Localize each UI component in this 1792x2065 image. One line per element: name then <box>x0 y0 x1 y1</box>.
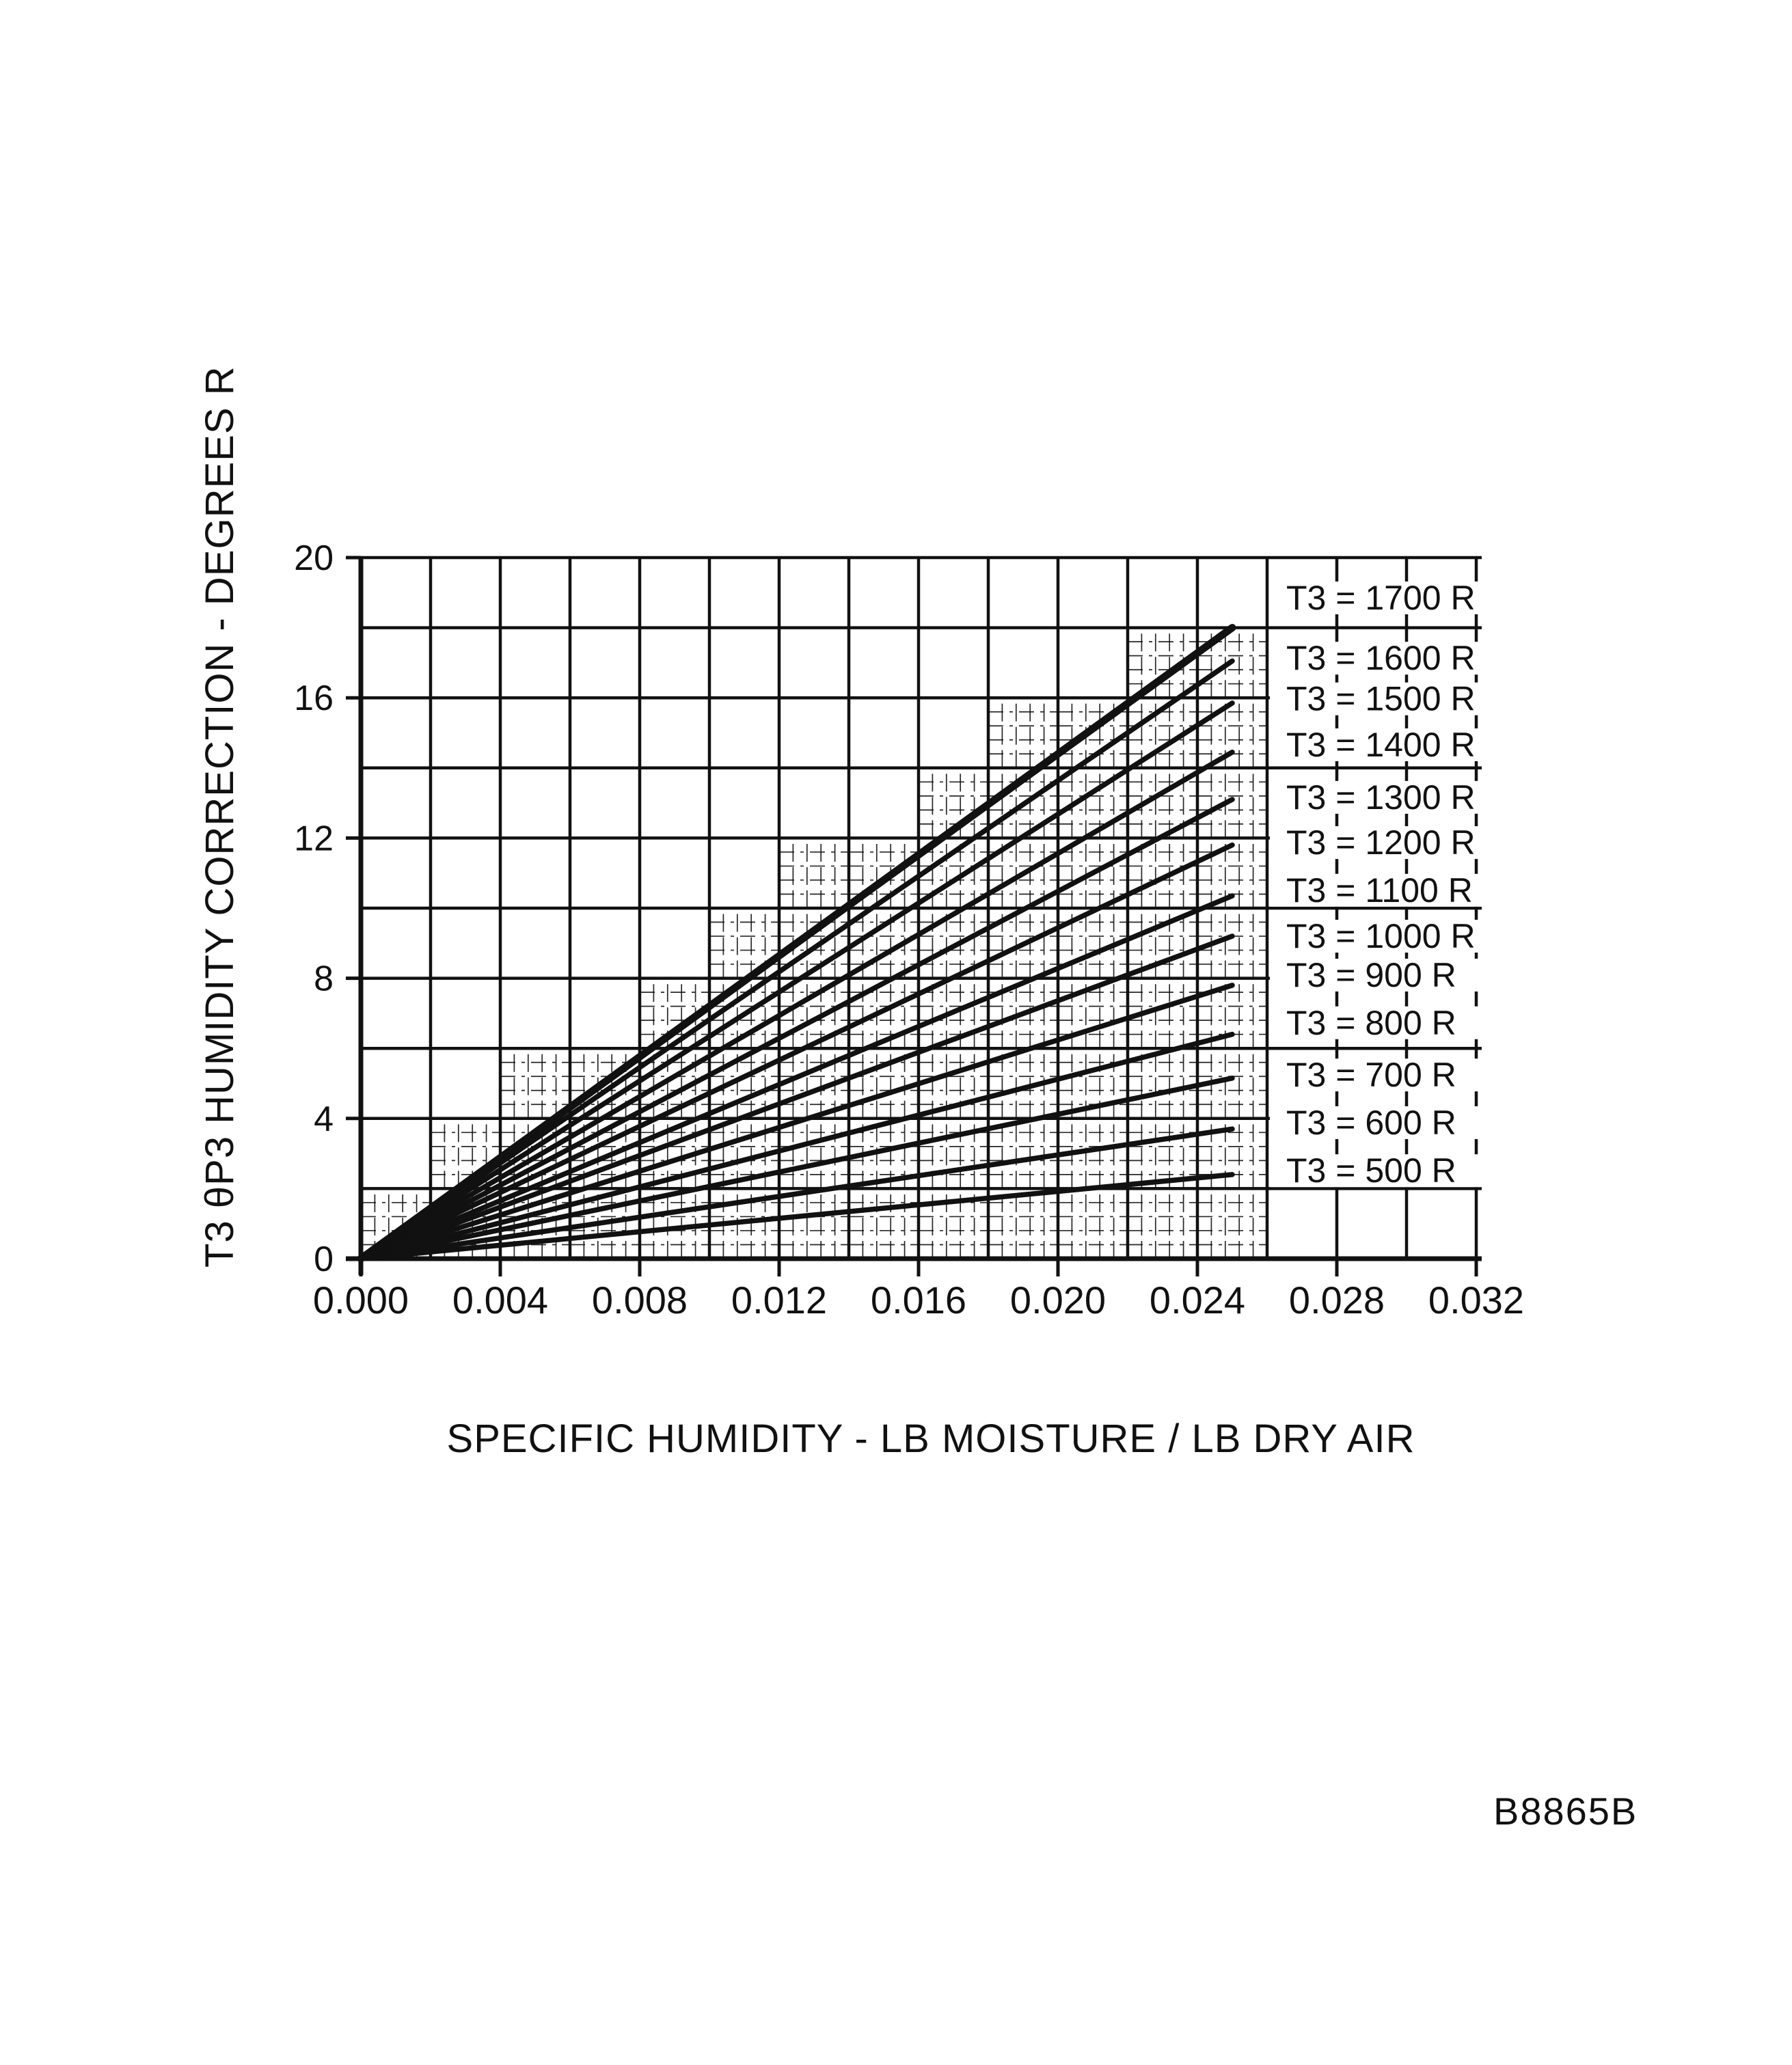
legend-box-1000 <box>1270 920 1493 953</box>
legend-box-900 <box>1270 958 1493 992</box>
x-tick-label: 0.004 <box>452 1278 548 1322</box>
legend-box-1300 <box>1270 780 1493 814</box>
series-lines <box>357 624 1236 1263</box>
x-tick-label: 0.028 <box>1289 1278 1385 1322</box>
legend-label-500: T3 = 500 R <box>1286 1151 1456 1190</box>
y-tick-label: 4 <box>314 1099 334 1139</box>
y-tick-label: 8 <box>314 959 334 999</box>
legend-box-1100 <box>1270 873 1493 907</box>
series-line-500 <box>358 1172 1235 1261</box>
series-line-700 <box>358 1076 1235 1261</box>
legend-label-1400: T3 = 1400 R <box>1286 726 1476 764</box>
legend-box-600 <box>1270 1106 1493 1139</box>
series-line-1000 <box>358 933 1235 1261</box>
legend-label-1600: T3 = 1600 R <box>1286 639 1476 677</box>
y-tick-label: 0 <box>314 1240 334 1279</box>
series-line-1300 <box>358 797 1235 1261</box>
legend-box-800 <box>1270 1006 1493 1039</box>
legend-label-1000: T3 = 1000 R <box>1286 917 1476 955</box>
legend-box-1700 <box>1270 581 1493 614</box>
tick-marks: 0.000 0.004 0.008 0.012 0.016 0.020 0.024 0.028… <box>294 538 1524 1322</box>
x-tick-label: 0.032 <box>1428 1278 1524 1322</box>
x-tick-label: 0.016 <box>871 1278 966 1322</box>
legend-label-1700: T3 = 1700 R <box>1286 579 1476 617</box>
legend-box-1600 <box>1270 642 1493 675</box>
legend: T3 = 1700 R T3 = 1600 RT3 = 1500 R T3 = 14… <box>1270 579 1493 1190</box>
legend-label-800: T3 = 800 R <box>1286 1004 1456 1042</box>
series-line-1500 <box>358 700 1235 1261</box>
x-tick-label: 0.024 <box>1150 1278 1245 1322</box>
legend-box-500 <box>1270 1154 1493 1188</box>
x-tick-label: 0.020 <box>1010 1278 1106 1322</box>
legend-box-700 <box>1270 1058 1493 1092</box>
legend-label-1300: T3 = 1300 R <box>1286 778 1476 817</box>
figure-code: B8865B <box>1493 1790 1638 1833</box>
legend-label-1200: T3 = 1200 R <box>1286 823 1476 862</box>
x-tick-label: 0.012 <box>731 1278 827 1322</box>
series-line-1700 <box>357 624 1236 1263</box>
legend-label-900: T3 = 900 R <box>1286 956 1456 994</box>
legend-box-1400 <box>1270 728 1493 761</box>
series-line-1200 <box>358 842 1235 1261</box>
series-line-900 <box>358 983 1235 1261</box>
y-tick-label: 16 <box>294 679 334 718</box>
y-axis-title: T3 θP3 HUMIDITY CORRECTION - DEGREES R <box>198 366 242 1268</box>
y-tick-label: 20 <box>294 538 334 578</box>
series-line-1100 <box>358 893 1235 1261</box>
series-line-1400 <box>358 749 1235 1261</box>
x-tick-label: 0.000 <box>313 1278 409 1322</box>
legend-box-1200 <box>1270 826 1493 860</box>
legend-label-700: T3 = 700 R <box>1286 1056 1456 1094</box>
legend-label-1100: T3 = 1100 R <box>1286 871 1473 910</box>
x-tick-label: 0.008 <box>592 1278 688 1322</box>
legend-label-600: T3 = 600 R <box>1286 1104 1456 1142</box>
x-axis-title: SPECIFIC HUMIDITY - LB MOISTURE / LB DRY… <box>446 1417 1415 1461</box>
series-line-1600 <box>358 658 1235 1261</box>
y-tick-label: 12 <box>294 819 334 858</box>
legend-box-1500 <box>1270 682 1493 715</box>
legend-label-1500: T3 = 1500 R <box>1286 680 1476 718</box>
series-line-800 <box>358 1031 1235 1261</box>
series-line-600 <box>358 1126 1235 1261</box>
